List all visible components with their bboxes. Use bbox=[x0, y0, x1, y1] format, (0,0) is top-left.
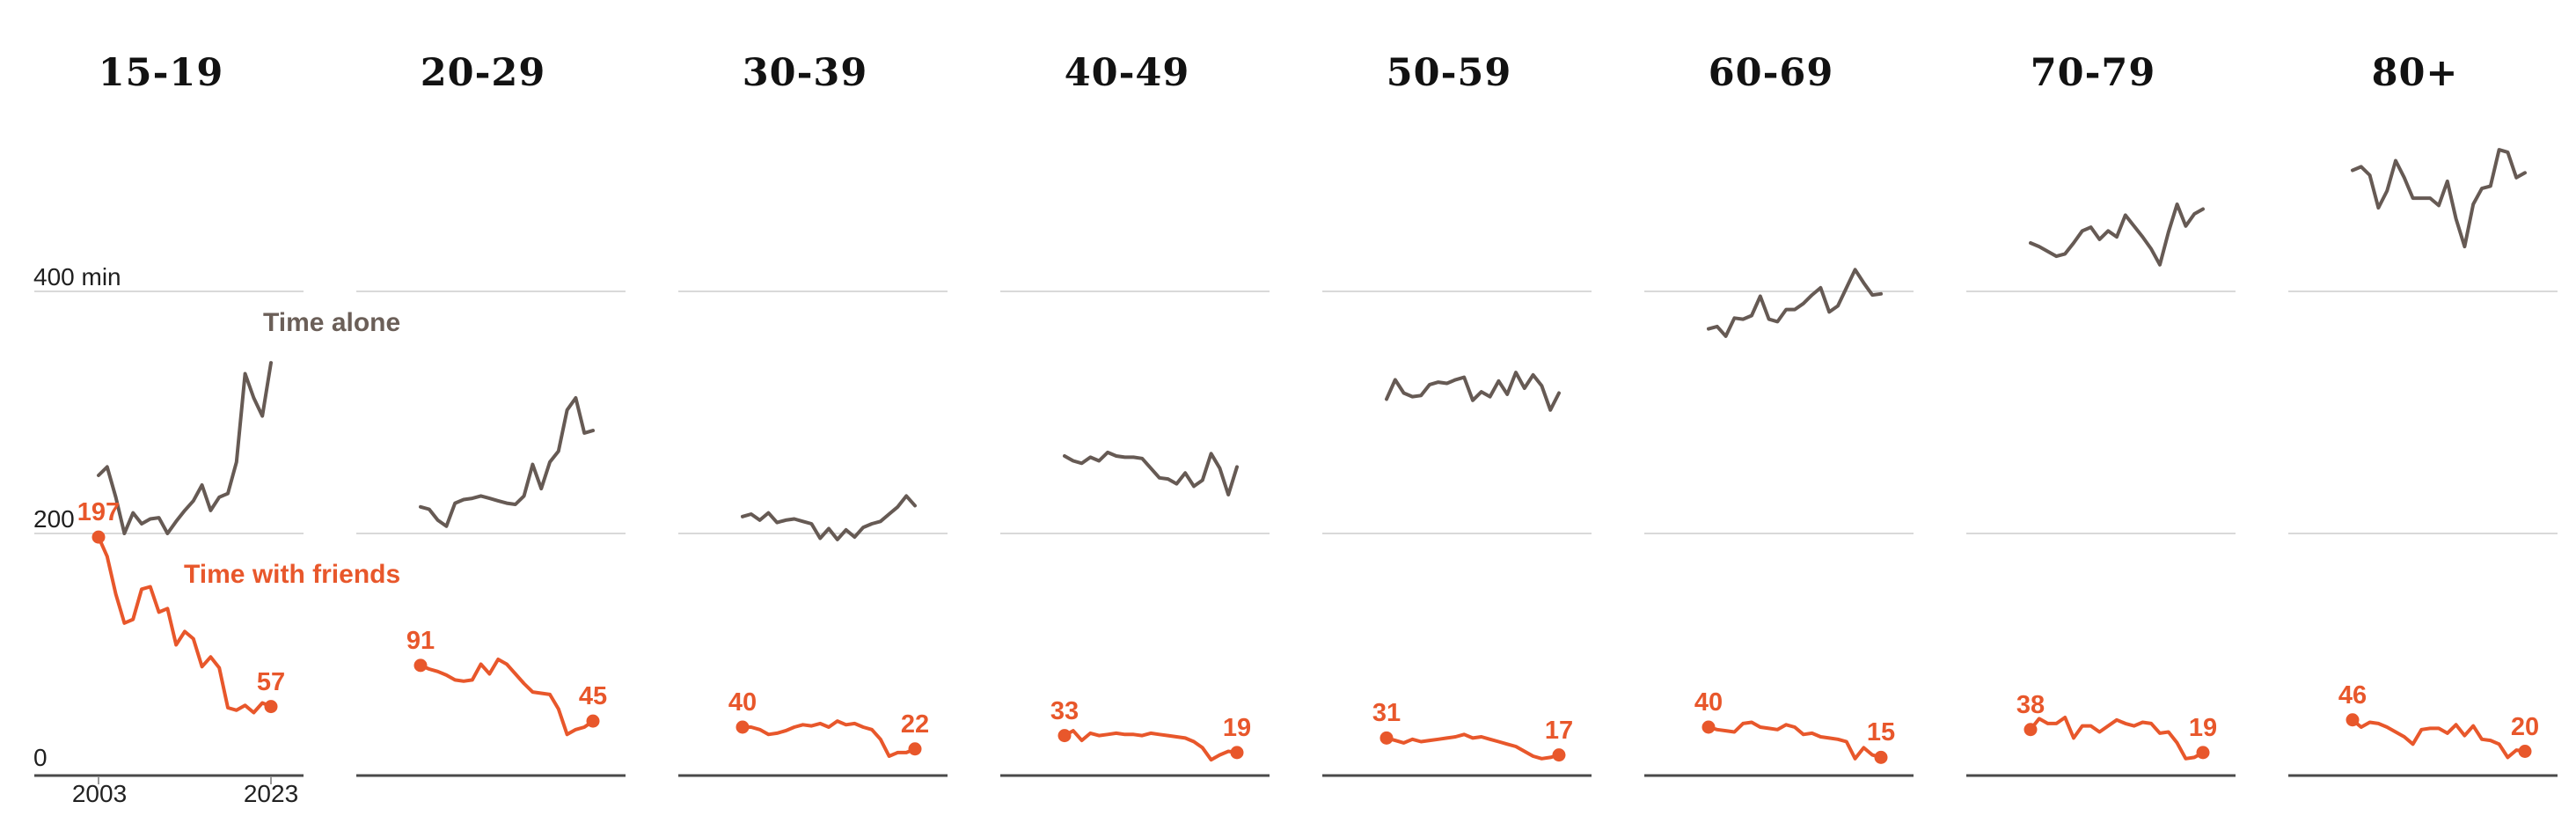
panel-70-79: 70-79 38 19 bbox=[1932, 0, 2254, 831]
panel-title: 80+ bbox=[2371, 50, 2459, 95]
friends-start-value: 40 bbox=[728, 688, 757, 717]
panel-title: 60-69 bbox=[1708, 50, 1834, 95]
friends-end-value: 15 bbox=[1866, 718, 1896, 747]
friends-start-value: 31 bbox=[1372, 699, 1401, 728]
panel-plot bbox=[678, 290, 948, 777]
panel-title: 15-19 bbox=[98, 50, 224, 95]
panel-40-49: 40-49 33 19 bbox=[966, 0, 1288, 831]
line-time-alone bbox=[2029, 202, 2205, 267]
panel-20-29: 20-29 91 45 bbox=[322, 0, 644, 831]
y-axis-label-0: 0 bbox=[33, 744, 48, 771]
line-time-with-friends bbox=[1707, 720, 1883, 761]
panel-plot bbox=[1966, 202, 2236, 777]
panel-title: 50-59 bbox=[1386, 50, 1512, 95]
x-axis-label-2023: 2023 bbox=[243, 780, 299, 807]
line-time-with-friends bbox=[2029, 716, 2205, 761]
line-time-alone bbox=[1063, 450, 1239, 496]
line-time-with-friends bbox=[2351, 717, 2527, 760]
line-time-with-friends bbox=[1063, 729, 1239, 762]
panel-title: 40-49 bbox=[1064, 50, 1190, 95]
series-label-time-alone: Time alone bbox=[263, 308, 401, 337]
panel-plot bbox=[1322, 290, 1592, 777]
panel-50-59: 50-59 31 17 bbox=[1288, 0, 1610, 831]
panel-15-19: 15-19 400 min 200 0 2003 2023 Time alone… bbox=[0, 0, 400, 831]
friends-end-dot bbox=[264, 700, 278, 714]
friends-end-dot bbox=[1230, 746, 1244, 760]
friends-end-value: 20 bbox=[2510, 712, 2540, 741]
friends-start-value: 91 bbox=[406, 626, 435, 655]
panel-plot bbox=[2288, 148, 2558, 777]
line-time-with-friends bbox=[1385, 732, 1561, 761]
line-time-alone bbox=[1707, 268, 1883, 338]
line-time-alone bbox=[97, 361, 273, 535]
line-time-with-friends bbox=[97, 535, 273, 715]
panel-plot bbox=[1000, 290, 1270, 777]
friends-start-value: 46 bbox=[2338, 680, 2367, 710]
line-time-with-friends bbox=[741, 719, 917, 758]
y-axis-label-400min: 400 min bbox=[33, 263, 121, 290]
panel-60-69: 60-69 40 15 bbox=[1610, 0, 1932, 831]
friends-start-dot bbox=[2023, 723, 2038, 737]
series-label-time-with-friends: Time with friends bbox=[184, 560, 401, 589]
line-time-alone bbox=[1385, 371, 1561, 412]
friends-start-dot bbox=[413, 658, 428, 673]
friends-end-dot bbox=[586, 714, 600, 728]
friends-start-value: 38 bbox=[2016, 690, 2045, 719]
friends-end-value: 57 bbox=[256, 667, 286, 696]
line-time-alone bbox=[419, 396, 595, 528]
friends-start-dot bbox=[2345, 713, 2360, 727]
panel-title: 20-29 bbox=[420, 50, 546, 95]
friends-end-value: 22 bbox=[900, 710, 930, 739]
friends-end-dot bbox=[1874, 750, 1888, 764]
friends-start-dot bbox=[1701, 720, 1716, 734]
panel-title: 70-79 bbox=[2030, 50, 2156, 95]
panel-plot bbox=[1644, 268, 1914, 777]
friends-start-value: 40 bbox=[1694, 688, 1723, 717]
line-time-with-friends bbox=[419, 658, 595, 737]
panel-plot bbox=[34, 290, 304, 784]
friends-end-value: 19 bbox=[2188, 713, 2218, 742]
line-time-alone bbox=[741, 494, 917, 541]
friends-end-dot bbox=[2518, 745, 2532, 758]
friends-end-value: 17 bbox=[1544, 716, 1574, 745]
friends-end-dot bbox=[908, 742, 922, 756]
friends-start-dot bbox=[91, 530, 106, 544]
friends-start-value: 197 bbox=[77, 498, 121, 527]
panel-30-39: 30-39 40 22 bbox=[644, 0, 966, 831]
friends-end-dot bbox=[2196, 746, 2210, 760]
panel-plot bbox=[356, 290, 626, 777]
friends-start-dot bbox=[1057, 729, 1072, 743]
friends-end-value: 19 bbox=[1222, 713, 1252, 742]
friends-start-dot bbox=[1379, 731, 1394, 745]
panel-80-plus: 80+ 46 20 bbox=[2254, 0, 2576, 831]
friends-start-dot bbox=[735, 720, 750, 734]
x-axis-label-2003: 2003 bbox=[71, 780, 128, 807]
line-time-alone bbox=[2351, 148, 2527, 249]
friends-end-value: 45 bbox=[578, 682, 608, 711]
y-axis-label-200: 200 bbox=[33, 505, 75, 533]
panel-title: 30-39 bbox=[742, 50, 868, 95]
friends-start-value: 33 bbox=[1050, 696, 1079, 725]
friends-end-dot bbox=[1552, 748, 1566, 762]
